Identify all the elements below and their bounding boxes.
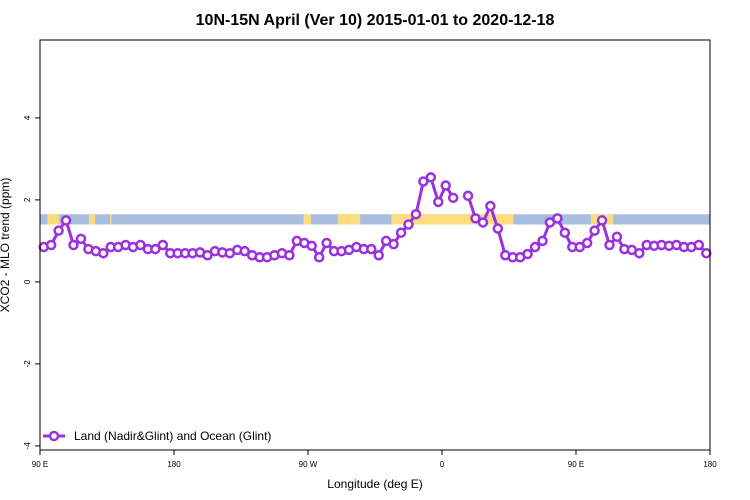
legend-label: Land (Nadir&Glint) and Ocean (Glint) (74, 429, 271, 443)
data-point (589, 225, 600, 236)
data-point (447, 192, 459, 204)
x-tick-label: 90 E (568, 460, 584, 469)
data-point (477, 217, 489, 228)
data-point (604, 239, 615, 251)
land-band-segment (89, 214, 96, 225)
land-band-segment (391, 214, 508, 225)
data-point (552, 213, 563, 224)
data-point (68, 239, 79, 251)
data-point (306, 240, 317, 252)
data-point (366, 243, 377, 255)
data-point (202, 250, 213, 261)
data-point (611, 231, 623, 243)
land-band-segment (504, 214, 514, 225)
x-axis: 90 E 180 90 W 0 90 E 180 (32, 450, 717, 469)
data-point (485, 200, 496, 212)
data-point (537, 235, 548, 247)
legend: Land (Nadir&Glint) and Ocean (Glint) (43, 429, 271, 443)
x-tick-label: 180 (703, 460, 717, 469)
y-axis: -4 -2 0 2 4 (23, 115, 40, 449)
plot-area (38, 172, 712, 263)
data-point (522, 248, 533, 260)
y-tick-label: -2 (23, 360, 32, 368)
chart-title: 10N-15N April (Ver 10) 2015-01-01 to 202… (196, 12, 555, 29)
y-tick-label: 2 (23, 197, 32, 202)
y-tick-label: -4 (23, 442, 32, 450)
data-point (45, 239, 57, 251)
data-point (462, 190, 474, 202)
data-point (581, 237, 593, 249)
data-point (410, 209, 422, 220)
data-point (284, 250, 295, 261)
y-tick-label: 4 (23, 115, 32, 120)
x-tick-label: 0 (440, 460, 445, 469)
x-tick-label: 90 E (32, 460, 48, 469)
data-point (373, 250, 384, 261)
data-point (239, 245, 250, 257)
data-point (544, 217, 556, 228)
data-point (529, 241, 541, 253)
land-band-segment (109, 214, 112, 225)
data-point (425, 172, 437, 183)
land-band-segment (51, 214, 60, 225)
data-point (98, 247, 109, 259)
data-point (701, 247, 712, 259)
data-point (492, 223, 504, 234)
data-point (596, 215, 608, 226)
data-point (150, 243, 161, 255)
y-tick-label: 0 (23, 279, 32, 284)
y-axis-label: XCO2 - MLO trend (ppm) (0, 178, 12, 313)
data-point (388, 238, 399, 250)
data-point (574, 241, 585, 253)
data-point (53, 225, 64, 236)
data-point (157, 239, 169, 251)
data-point (433, 196, 444, 208)
data-point (403, 219, 414, 230)
plot-frame (39, 39, 711, 451)
data-point (60, 215, 72, 226)
data-point (440, 180, 451, 191)
data-point (559, 227, 571, 238)
legend-marker-swatch (48, 430, 60, 442)
land-band-segment (47, 214, 52, 225)
land-band-segment (337, 214, 361, 225)
x-axis-label: Longitude (deg E) (327, 477, 422, 491)
data-point (75, 233, 87, 245)
data-point (395, 227, 407, 238)
x-tick-label: 180 (167, 460, 181, 469)
data-point (321, 237, 332, 249)
data-point (313, 252, 325, 263)
data-point (135, 239, 146, 251)
x-tick-label: 90 W (299, 460, 318, 469)
data-point (470, 213, 481, 224)
data-point (693, 239, 705, 251)
data-point (634, 247, 645, 259)
ocean-band (40, 214, 710, 225)
data-point (418, 176, 429, 187)
land-band-segment (303, 214, 311, 225)
